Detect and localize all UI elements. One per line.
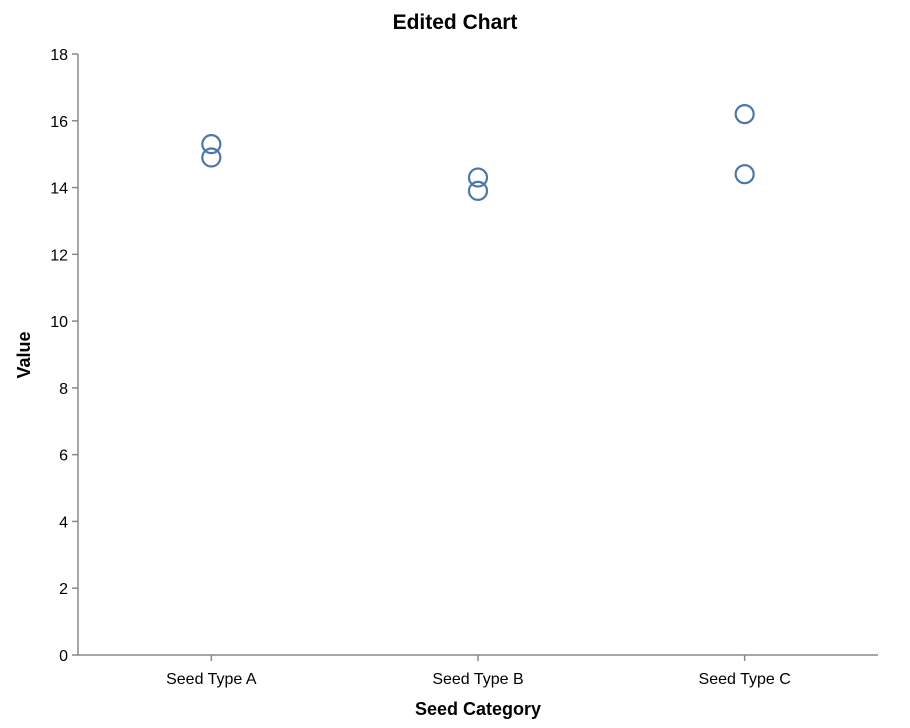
- data-point: [467, 180, 489, 201]
- x-tick-label: Seed Type C: [699, 671, 791, 688]
- x-axis: Seed Type A Seed Type B Seed Type C: [78, 654, 878, 688]
- y-tick-label: 4: [59, 514, 68, 531]
- data-point: [734, 103, 755, 125]
- data-point: [734, 164, 755, 185]
- y-tick-label: 2: [59, 581, 68, 598]
- x-tick-label: Seed Type B: [432, 671, 523, 688]
- data-points: [201, 103, 755, 201]
- y-tick-label: 18: [50, 47, 68, 64]
- y-tick-label: 6: [59, 448, 68, 465]
- data-point: [201, 147, 222, 168]
- y-tick-label: 14: [50, 181, 68, 198]
- data-point: [201, 134, 222, 155]
- chart-title: Edited Chart: [393, 11, 518, 34]
- y-tick-label: 0: [59, 648, 68, 665]
- x-axis-title: Seed Category: [415, 699, 541, 719]
- y-axis: 0 2 4 6 8 10 12 14 16 18: [50, 47, 79, 665]
- y-tick-label: 16: [50, 114, 68, 131]
- data-point: [467, 167, 489, 188]
- y-tick-label: 10: [50, 314, 68, 331]
- x-tick-label: Seed Type A: [166, 671, 257, 688]
- y-tick-label: 12: [50, 247, 68, 264]
- y-axis-title: Value: [14, 331, 34, 378]
- y-tick-label: 8: [59, 381, 68, 398]
